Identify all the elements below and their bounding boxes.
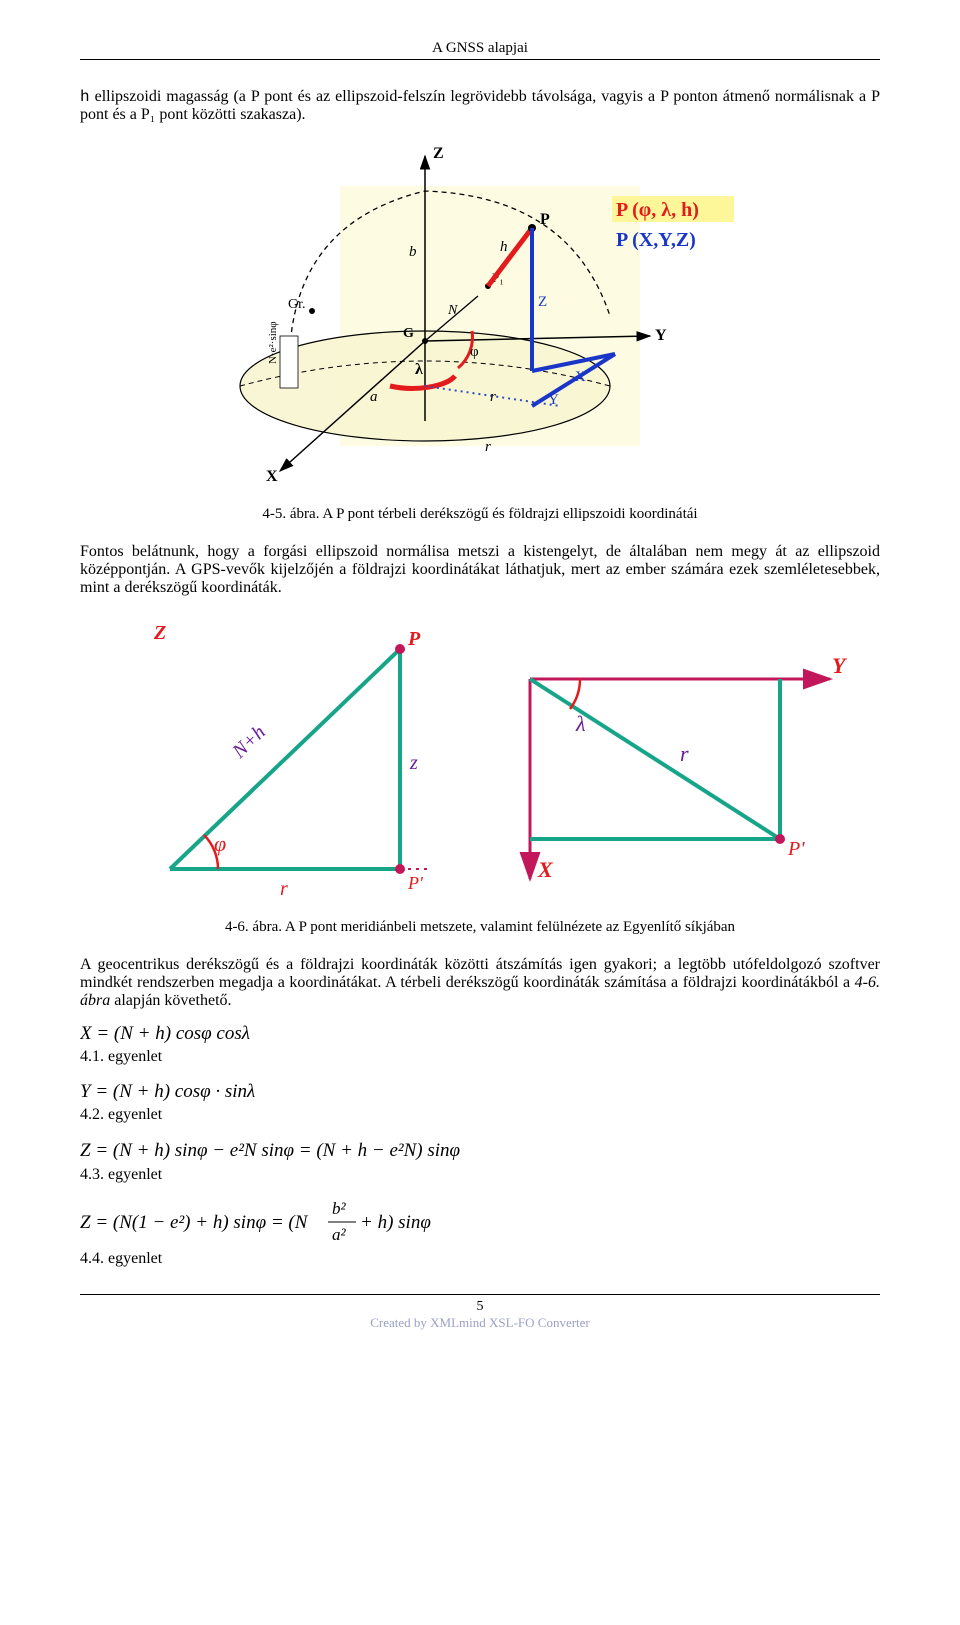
svg-text:r: r xyxy=(490,389,496,405)
svg-text:P: P xyxy=(407,628,421,650)
svg-text:X: X xyxy=(537,857,554,882)
paragraph-3: A geocentrikus derékszögű és a földrajzi… xyxy=(80,956,880,1010)
svg-text:P': P' xyxy=(787,838,805,860)
svg-text:a: a xyxy=(370,389,378,405)
equation-3-img: Z = (N + h) sinφ − e²N sinφ = (N + h − e… xyxy=(80,1136,880,1164)
figure-4-5: ZYXGGr.λφNP₁PhZXYrrbaN·e²·sinφP (φ, λ, h… xyxy=(80,136,880,496)
figure-4-6-caption: 4-6. ábra. A P pont meridiánbeli metszet… xyxy=(80,919,880,936)
svg-text:P (φ, λ, h): P (φ, λ, h) xyxy=(616,199,699,221)
equation-2-img: Y = (N + h) cosφ · sinλ xyxy=(80,1078,880,1104)
svg-text:G: G xyxy=(403,326,414,341)
svg-text:P: P xyxy=(540,211,550,228)
svg-text:r: r xyxy=(280,878,288,900)
svg-text:φ: φ xyxy=(214,831,226,856)
svg-text:a²: a² xyxy=(332,1225,347,1244)
intro-h-symbol: h xyxy=(80,88,90,106)
para3-b: alapján követhető. xyxy=(110,992,231,1009)
svg-text:N+h: N+h xyxy=(227,721,270,763)
svg-text:z: z xyxy=(409,752,418,774)
figure-4-6-svg: Zr z N+h P P' φ X Yλ r P' xyxy=(100,609,860,909)
svg-text:X: X xyxy=(266,468,278,485)
svg-text:Gr.: Gr. xyxy=(288,297,306,312)
footer-page-number: 5 xyxy=(80,1299,880,1315)
svg-text:φ: φ xyxy=(470,344,479,360)
svg-text:N·e²·sinφ: N·e²·sinφ xyxy=(267,321,279,364)
intro-text: ellipszoidi magasság (a P pont és az ell… xyxy=(80,88,880,123)
svg-text:N: N xyxy=(447,303,458,318)
svg-text:λ: λ xyxy=(575,711,586,736)
equation-4-img: Z = (N(1 − e²) + h) sinφ = (N b² a² + h)… xyxy=(80,1196,880,1248)
svg-text:Y = (N + h) cosφ · sinλ: Y = (N + h) cosφ · sinλ xyxy=(80,1081,255,1102)
svg-text:Y: Y xyxy=(832,653,848,678)
svg-text:r: r xyxy=(485,439,491,455)
page-footer: 5 Created by XMLmind XSL-FO Converter xyxy=(80,1294,880,1331)
svg-text:P': P' xyxy=(407,873,424,893)
page-header: A GNSS alapjai xyxy=(80,40,880,60)
svg-text:Y: Y xyxy=(655,327,667,344)
svg-text:r: r xyxy=(680,741,689,766)
equation-4-label: 4.4. egyenlet xyxy=(80,1250,880,1268)
svg-text:b²: b² xyxy=(332,1199,347,1218)
figure-4-6: Zr z N+h P P' φ X Yλ r P' xyxy=(80,609,880,909)
header-title: A GNSS alapjai xyxy=(432,40,528,56)
para3-a: A geocentrikus derékszögű és a földrajzi… xyxy=(80,956,880,991)
figure-4-5-svg: ZYXGGr.λφNP₁PhZXYrrbaN·e²·sinφP (φ, λ, h… xyxy=(220,136,740,496)
svg-text:Z: Z xyxy=(538,294,547,310)
svg-text:Z: Z xyxy=(433,145,444,162)
equation-1-img: X = (N + h) cosφ cosλ xyxy=(80,1020,880,1046)
equation-2-label: 4.2. egyenlet xyxy=(80,1106,880,1124)
paragraph-2: Fontos belátnunk, hogy a forgási ellipsz… xyxy=(80,543,880,597)
figure-4-5-caption: 4-5. ábra. A P pont térbeli derékszögű é… xyxy=(80,506,880,523)
equation-3-label: 4.3. egyenlet xyxy=(80,1166,880,1184)
svg-text:Z: Z xyxy=(153,622,166,644)
svg-text:X = (N + h) cosφ cosλ: X = (N + h) cosφ cosλ xyxy=(80,1023,250,1044)
intro-paragraph: h ellipszoidi magasság (a P pont és az e… xyxy=(80,88,880,124)
svg-text:Z = (N(1 − e²) + h) sinφ = (N: Z = (N(1 − e²) + h) sinφ = (N xyxy=(80,1212,309,1233)
svg-text:λ: λ xyxy=(415,361,423,378)
svg-text:+ h) sinφ: + h) sinφ xyxy=(360,1212,431,1233)
svg-text:P (X,Y,Z): P (X,Y,Z) xyxy=(616,229,696,251)
svg-text:b: b xyxy=(409,244,417,260)
equation-1-label: 4.1. egyenlet xyxy=(80,1048,880,1066)
svg-text:h: h xyxy=(500,239,508,255)
svg-text:Z = (N + h) sinφ − e²N sinφ =: Z = (N + h) sinφ − e²N sinφ = (N + h − e… xyxy=(80,1140,460,1161)
footer-created: Created by XMLmind XSL-FO Converter xyxy=(80,1315,880,1331)
